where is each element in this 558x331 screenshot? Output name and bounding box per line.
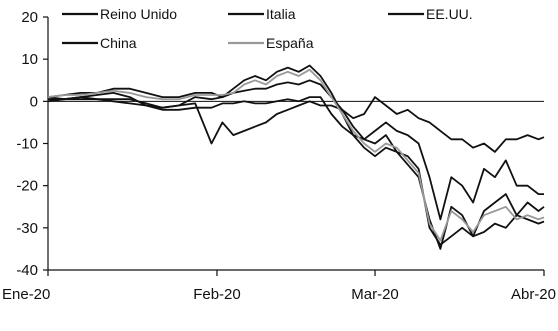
x-axis: Ene-20 Feb-20 Mar-20 Abr-20: [2, 269, 556, 303]
x-tick-label: Feb-20: [193, 286, 241, 303]
legend: Reino Unido Italia EE.UU. China España: [62, 6, 473, 51]
x-tick-label: Abr-20: [511, 286, 556, 303]
series-line-ee-uu-: [48, 96, 545, 153]
legend-label: Italia: [266, 6, 296, 22]
y-tick-label: 0: [30, 93, 38, 110]
x-tick-label: Ene-20: [2, 286, 50, 303]
series-lines: [47, 64, 545, 250]
y-tick-label: -30: [16, 220, 38, 237]
y-axis: 20 10 0 -10 -20 -30 -40: [16, 9, 49, 279]
y-tick-label: -10: [16, 136, 38, 153]
legend-label: China: [100, 35, 137, 51]
x-tick-label: Mar-20: [351, 286, 399, 303]
series-line-espa-a: [47, 68, 545, 242]
series-line-china: [47, 96, 544, 221]
y-tick-label: 20: [21, 9, 38, 26]
y-tick-label: -40: [16, 262, 38, 279]
series-line-italia: [47, 64, 545, 250]
legend-label: Reino Unido: [100, 6, 177, 22]
legend-label: EE.UU.: [426, 6, 473, 22]
y-tick-label: -20: [16, 178, 38, 195]
y-tick-label: 10: [21, 51, 38, 68]
series-line-reino-unido: [47, 79, 545, 246]
legend-label: España: [266, 35, 314, 51]
